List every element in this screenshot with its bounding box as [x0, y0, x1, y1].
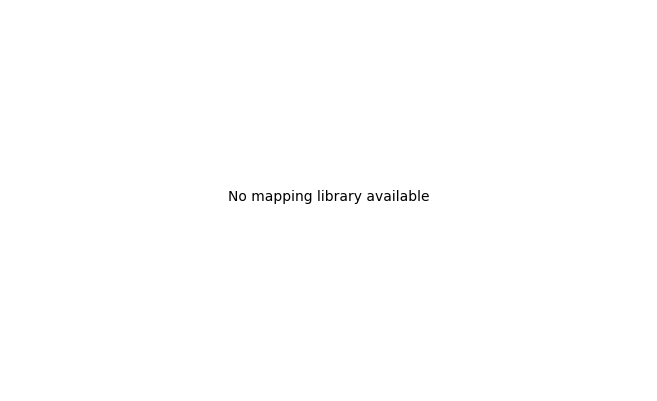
Text: No mapping library available: No mapping library available	[228, 190, 429, 203]
